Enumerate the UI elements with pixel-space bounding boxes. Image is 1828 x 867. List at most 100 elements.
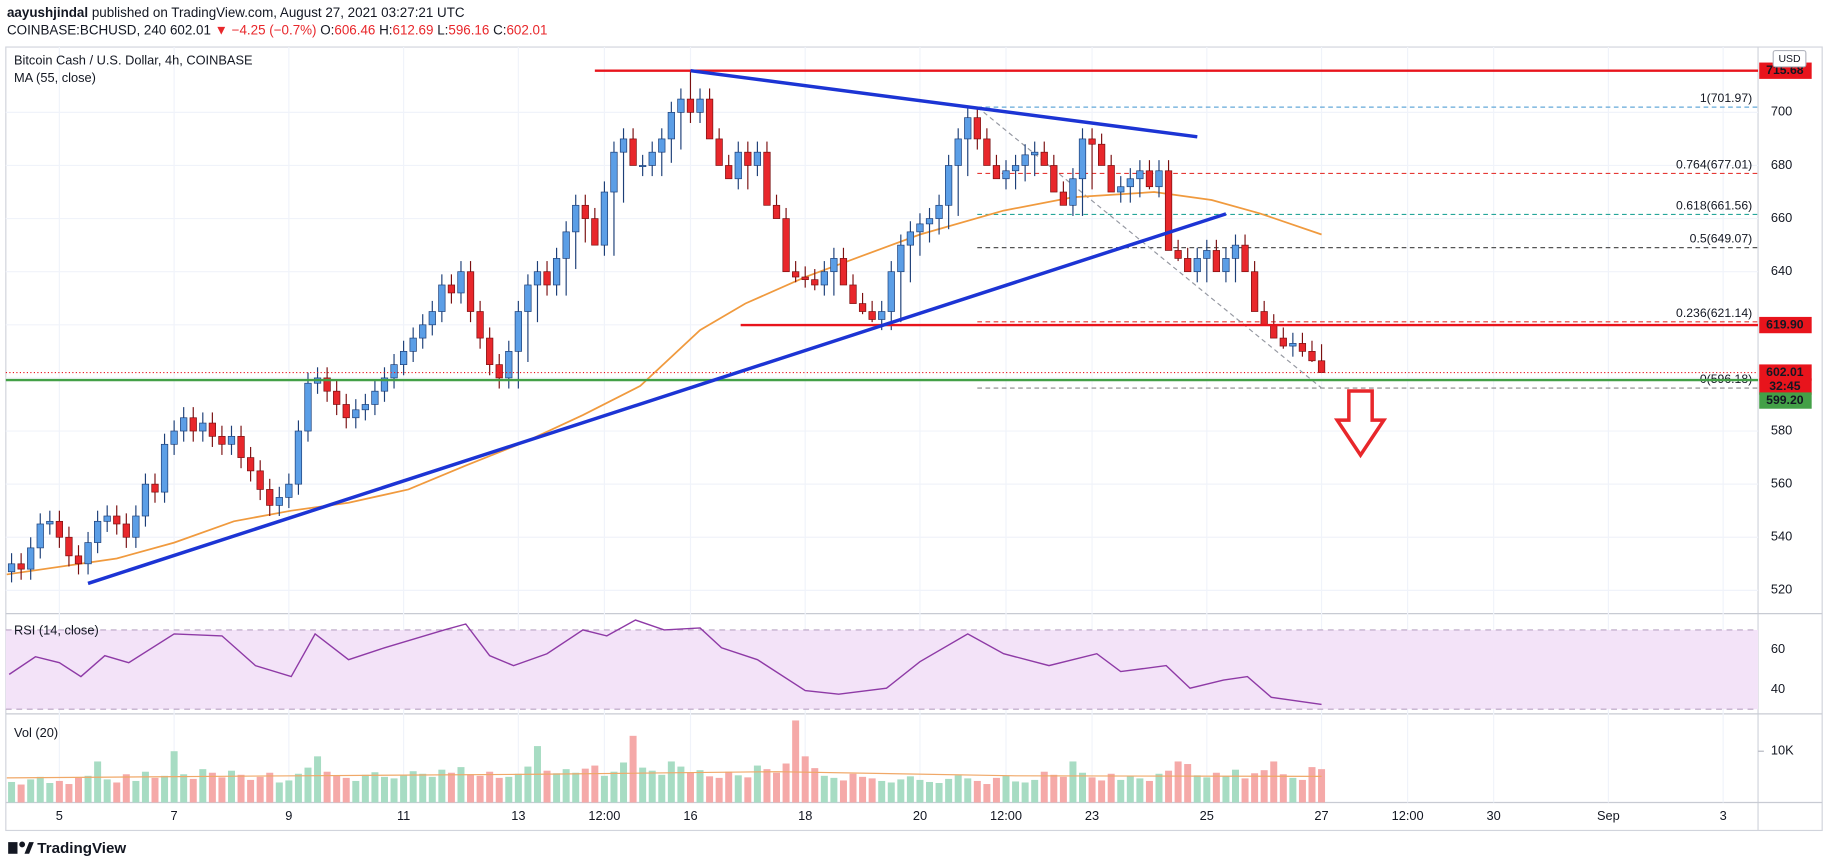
- candle-body: [820, 271, 828, 286]
- volume-bar: [371, 772, 379, 803]
- volume-bar: [1107, 773, 1115, 803]
- volume-bar: [706, 776, 714, 803]
- volume-bar: [581, 768, 589, 803]
- candle-body: [1184, 258, 1192, 273]
- volume-bar: [1126, 776, 1134, 803]
- volume-bar: [839, 780, 847, 803]
- candle-body: [486, 337, 494, 365]
- volume-bar: [1165, 770, 1173, 803]
- volume-bar: [524, 766, 532, 803]
- x-tick-label: 12:00: [990, 808, 1022, 823]
- candle-body: [581, 204, 589, 219]
- candle-body: [830, 258, 838, 273]
- fib-level-label: 0.764(677.01): [1676, 157, 1752, 171]
- candle-body: [208, 422, 216, 437]
- volume-bar: [103, 779, 111, 803]
- volume-bar: [314, 756, 322, 803]
- volume-bar: [648, 770, 656, 803]
- candle-body: [294, 430, 303, 485]
- volume-bar: [983, 784, 991, 803]
- x-tick-label: 30: [1487, 808, 1501, 823]
- volume-bar: [46, 782, 54, 803]
- candle-body: [562, 231, 570, 259]
- candle-body: [591, 218, 599, 246]
- candle-body: [409, 337, 417, 352]
- volume-bar: [1117, 779, 1125, 803]
- x-tick-label: 7: [171, 808, 178, 823]
- fib-level-label: 1(701.97): [1700, 91, 1752, 105]
- publish-line: aayushjindal published on TradingView.co…: [7, 5, 465, 20]
- candle-body: [677, 98, 685, 113]
- candle-body: [74, 555, 83, 565]
- volume-bar: [620, 762, 628, 803]
- candle-body: [428, 311, 436, 326]
- volume-bar: [447, 772, 455, 803]
- candle-body: [36, 523, 44, 549]
- candle-body: [954, 138, 962, 166]
- rsi-tick-label: 60: [1771, 641, 1785, 656]
- volume-bar: [352, 780, 360, 803]
- change: ▼ −4.25 (−0.7%): [215, 22, 317, 37]
- candle-body: [916, 223, 924, 233]
- volume-bar: [1270, 761, 1278, 803]
- candle-body: [266, 489, 274, 506]
- candle-body: [897, 244, 905, 273]
- volume-bar: [744, 777, 752, 803]
- candle-body: [237, 435, 245, 458]
- volume-bar: [1184, 764, 1192, 803]
- fib-level-label: 0.5(649.07): [1690, 232, 1753, 246]
- candle-body: [667, 112, 675, 140]
- y-tick-label: 640: [1771, 263, 1792, 278]
- candle-body: [495, 364, 503, 379]
- candle-body: [457, 271, 465, 294]
- candle-body: [247, 457, 255, 472]
- volume-ma-line: [6, 771, 1322, 779]
- level-tag: 619.90: [1766, 317, 1804, 331]
- volume-bar: [1203, 777, 1211, 803]
- candle-body: [65, 536, 73, 557]
- volume-bar: [438, 769, 446, 803]
- candle-body: [323, 377, 331, 392]
- volume-bar: [677, 766, 685, 803]
- plot: 5 7 9 11 13 12:00 16 18 20 12:00 23 25 27 12:00 30 Sep 3…: [5, 47, 1812, 823]
- volume-bar: [247, 779, 255, 803]
- volume-bar: [409, 771, 417, 803]
- candle-body: [1279, 337, 1287, 347]
- brand: TradingView: [37, 840, 126, 857]
- volume-bar: [992, 777, 1000, 803]
- candle-body: [983, 138, 991, 166]
- volume-tick-label: 10K: [1771, 743, 1794, 758]
- candle-body: [1308, 351, 1316, 362]
- candle-body: [27, 547, 35, 570]
- candle-body: [801, 276, 809, 281]
- volume-bar: [859, 776, 867, 803]
- candle-body: [973, 117, 981, 140]
- volume-bar: [113, 782, 121, 803]
- volume-bar: [514, 773, 522, 803]
- legend-title: Bitcoin Cash / U.S. Dollar, 4h, COINBASE: [14, 52, 253, 67]
- candle-body: [189, 417, 197, 432]
- candle-body: [342, 404, 350, 419]
- ma-line: [6, 191, 1322, 576]
- candle-body: [1069, 178, 1077, 206]
- ticker: COINBASE:BCHUSD, 240: [7, 22, 166, 37]
- currency-box: [1772, 49, 1807, 68]
- volume-bar: [476, 775, 484, 803]
- volume-bar: [180, 774, 188, 803]
- candle-body: [782, 218, 790, 273]
- volume-bar: [935, 782, 943, 803]
- candle-body: [352, 409, 360, 419]
- candle-body: [1040, 151, 1048, 166]
- volume-bar: [304, 767, 312, 803]
- fib-level-label: 0.618(661.56): [1676, 199, 1752, 213]
- candle-body: [811, 279, 819, 286]
- volume-bar: [1079, 772, 1086, 803]
- rsi-line: [8, 619, 1322, 706]
- volume-bar: [916, 779, 924, 803]
- volume-bar: [868, 778, 876, 803]
- quote-line: COINBASE:BCHUSD, 240 602.01 ▼ −4.25 (−0.…: [7, 22, 547, 37]
- candle-body: [639, 165, 647, 167]
- candle-body: [1126, 178, 1134, 188]
- candle-body: [419, 324, 427, 339]
- candle-body: [160, 443, 169, 493]
